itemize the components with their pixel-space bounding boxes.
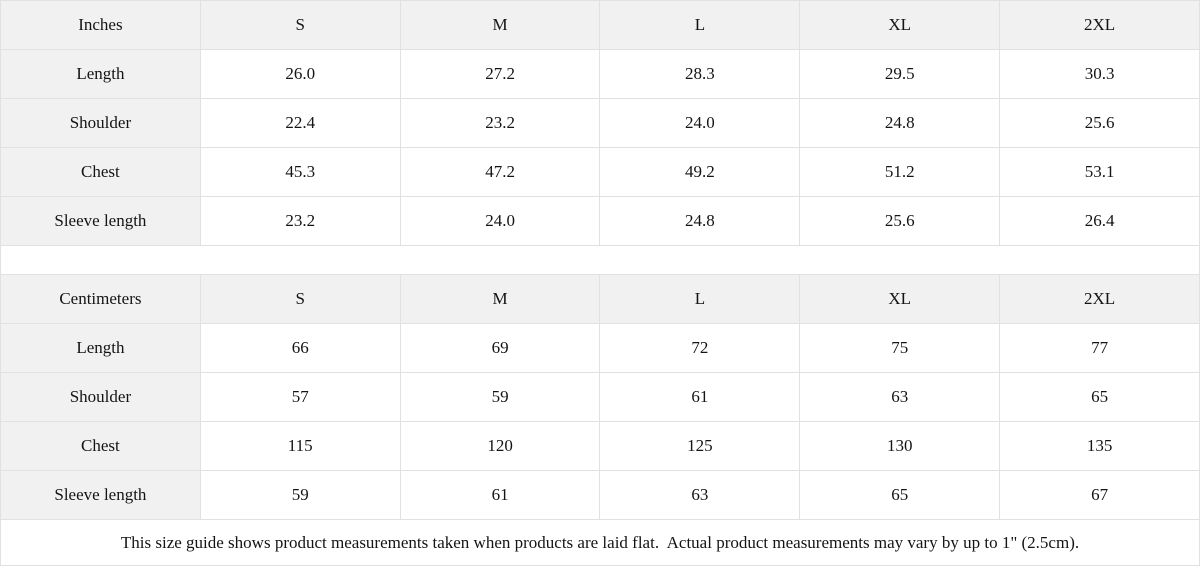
table-spacer bbox=[0, 246, 1200, 274]
size-column-header: M bbox=[399, 274, 601, 324]
inches-header-row: Inches S M L XL 2XL bbox=[0, 0, 1200, 50]
measurement-value-cell: 63 bbox=[599, 470, 801, 520]
size-column-header: 2XL bbox=[999, 274, 1200, 324]
table-row: Sleeve length 23.2 24.0 24.8 25.6 26.4 bbox=[0, 196, 1200, 246]
measurement-value-cell: 26.0 bbox=[199, 49, 401, 99]
measurement-value-cell: 25.6 bbox=[999, 98, 1200, 148]
measurement-value-cell: 24.0 bbox=[599, 98, 801, 148]
measurement-value-cell: 23.2 bbox=[399, 98, 601, 148]
size-column-header: XL bbox=[799, 274, 1001, 324]
table-row: Shoulder 22.4 23.2 24.0 24.8 25.6 bbox=[0, 98, 1200, 148]
unit-header-cell: Inches bbox=[0, 0, 201, 50]
measurement-value-cell: 24.0 bbox=[399, 196, 601, 246]
measurement-value-cell: 49.2 bbox=[599, 147, 801, 197]
measurement-value-cell: 23.2 bbox=[199, 196, 401, 246]
measurement-value-cell: 67 bbox=[999, 470, 1200, 520]
measurement-value-cell: 28.3 bbox=[599, 49, 801, 99]
centimeters-header-row: Centimeters S M L XL 2XL bbox=[0, 274, 1200, 324]
measurement-value-cell: 59 bbox=[399, 372, 601, 422]
measurement-value-cell: 26.4 bbox=[999, 196, 1200, 246]
measurement-value-cell: 22.4 bbox=[199, 98, 401, 148]
size-column-header: XL bbox=[799, 0, 1001, 50]
measurement-value-cell: 135 bbox=[999, 421, 1200, 471]
size-column-header: M bbox=[399, 0, 601, 50]
measurement-value-cell: 24.8 bbox=[599, 196, 801, 246]
measurement-value-cell: 47.2 bbox=[399, 147, 601, 197]
size-column-header: 2XL bbox=[999, 0, 1200, 50]
measurement-value-cell: 24.8 bbox=[799, 98, 1001, 148]
table-row: Chest 45.3 47.2 49.2 51.2 53.1 bbox=[0, 147, 1200, 197]
table-row: Sleeve length 59 61 63 65 67 bbox=[0, 470, 1200, 520]
measurement-value-cell: 77 bbox=[999, 323, 1200, 373]
measurement-value-cell: 120 bbox=[399, 421, 601, 471]
measurement-label-cell: Chest bbox=[0, 147, 201, 197]
measurement-label-cell: Length bbox=[0, 49, 201, 99]
inches-size-table: Inches S M L XL 2XL Length 26.0 27.2 28.3 29.5 30.… bbox=[0, 0, 1200, 246]
table-row: Shoulder 57 59 61 63 65 bbox=[0, 372, 1200, 422]
measurement-label-cell: Sleeve length bbox=[0, 470, 201, 520]
measurement-label-cell: Length bbox=[0, 323, 201, 373]
table-row: Length 66 69 72 75 77 bbox=[0, 323, 1200, 373]
measurement-value-cell: 115 bbox=[199, 421, 401, 471]
measurement-value-cell: 27.2 bbox=[399, 49, 601, 99]
measurement-value-cell: 45.3 bbox=[199, 147, 401, 197]
measurement-label-cell: Shoulder bbox=[0, 98, 201, 148]
size-column-header: L bbox=[599, 0, 801, 50]
measurement-value-cell: 69 bbox=[399, 323, 601, 373]
measurement-label-cell: Chest bbox=[0, 421, 201, 471]
measurement-value-cell: 53.1 bbox=[999, 147, 1200, 197]
measurement-label-cell: Sleeve length bbox=[0, 196, 201, 246]
table-row: Chest 115 120 125 130 135 bbox=[0, 421, 1200, 471]
size-guide-note: This size guide shows product measuremen… bbox=[0, 520, 1200, 566]
measurement-value-cell: 65 bbox=[999, 372, 1200, 422]
measurement-value-cell: 25.6 bbox=[799, 196, 1001, 246]
measurement-value-cell: 59 bbox=[199, 470, 401, 520]
measurement-value-cell: 72 bbox=[599, 323, 801, 373]
measurement-value-cell: 66 bbox=[199, 323, 401, 373]
measurement-value-cell: 125 bbox=[599, 421, 801, 471]
measurement-value-cell: 57 bbox=[199, 372, 401, 422]
centimeters-size-table: Centimeters S M L XL 2XL Length 66 69 72 75 77 Shou… bbox=[0, 274, 1200, 520]
measurement-value-cell: 130 bbox=[799, 421, 1001, 471]
size-column-header: S bbox=[199, 0, 401, 50]
measurement-value-cell: 75 bbox=[799, 323, 1001, 373]
measurement-value-cell: 51.2 bbox=[799, 147, 1001, 197]
measurement-value-cell: 65 bbox=[799, 470, 1001, 520]
table-row: Length 26.0 27.2 28.3 29.5 30.3 bbox=[0, 49, 1200, 99]
measurement-value-cell: 63 bbox=[799, 372, 1001, 422]
measurement-value-cell: 61 bbox=[599, 372, 801, 422]
measurement-value-cell: 29.5 bbox=[799, 49, 1001, 99]
measurement-value-cell: 61 bbox=[399, 470, 601, 520]
measurement-label-cell: Shoulder bbox=[0, 372, 201, 422]
size-column-header: L bbox=[599, 274, 801, 324]
size-column-header: S bbox=[199, 274, 401, 324]
measurement-value-cell: 30.3 bbox=[999, 49, 1200, 99]
unit-header-cell: Centimeters bbox=[0, 274, 201, 324]
